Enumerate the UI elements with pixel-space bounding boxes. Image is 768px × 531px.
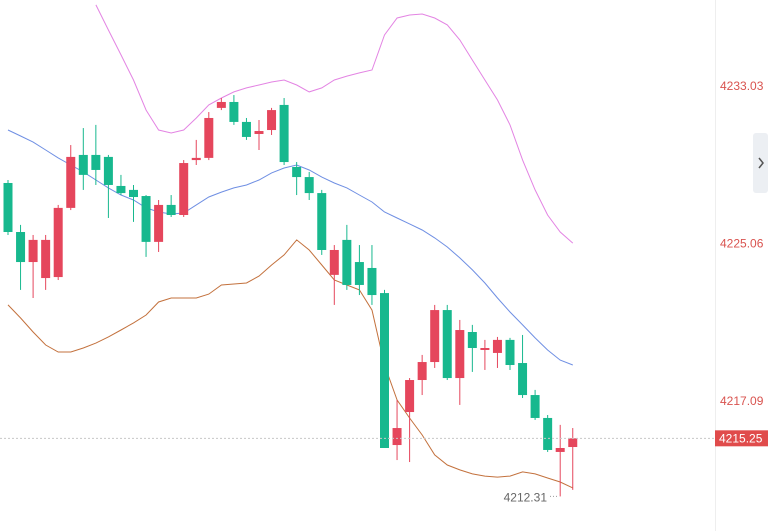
candle-body	[467, 331, 477, 349]
candle-body	[216, 101, 226, 108]
candle-body	[568, 438, 578, 448]
y-tick-label: 4225.06	[720, 237, 764, 251]
candle-body	[78, 154, 88, 175]
candle-body	[267, 110, 277, 131]
band-line	[7, 129, 573, 366]
candle-body	[179, 163, 189, 216]
candle-body	[166, 204, 176, 216]
candle-body	[442, 310, 452, 379]
side-tab-arrow[interactable]	[758, 157, 764, 169]
candle-body	[417, 362, 427, 381]
candle-body	[405, 380, 415, 413]
candle-body	[480, 348, 490, 350]
candle-body	[204, 117, 214, 158]
y-tick-label: 4217.09	[720, 394, 764, 408]
candle-body	[380, 293, 389, 449]
current-price-tag	[715, 430, 768, 447]
candle-body	[367, 267, 377, 296]
candle-body	[154, 204, 164, 242]
candle-body	[492, 339, 502, 353]
candle-body	[241, 121, 251, 137]
band-line	[95, 4, 574, 244]
candle-body	[103, 156, 113, 185]
candle-body	[91, 154, 101, 170]
candle-body	[279, 104, 289, 163]
candle-body	[129, 189, 138, 198]
candle-body	[191, 157, 201, 161]
candle-body	[430, 310, 440, 363]
candle-body	[518, 363, 528, 396]
candle-body	[304, 177, 314, 194]
candle-body	[66, 156, 76, 208]
candle-body	[342, 239, 352, 285]
candle-body	[28, 239, 38, 263]
candle-body	[16, 232, 26, 263]
low-marker-label: 4212.31	[504, 491, 548, 505]
candle-body	[392, 428, 402, 446]
candle-body	[141, 196, 151, 242]
candle-body	[455, 330, 465, 379]
candle-body	[354, 262, 364, 285]
side-tab[interactable]	[753, 133, 768, 193]
candle-body	[3, 182, 13, 233]
candle-body	[317, 193, 327, 250]
candle-body	[543, 417, 553, 450]
candle-body	[254, 131, 264, 134]
current-price-label: 4215.25	[719, 431, 763, 445]
candle-body	[292, 166, 302, 178]
candle-body	[41, 239, 51, 279]
candle-body	[530, 395, 540, 418]
band-line	[7, 239, 574, 489]
candle-body	[116, 185, 126, 194]
candle-body	[329, 249, 339, 275]
candle-body	[505, 339, 515, 366]
candle-body	[229, 101, 239, 122]
candle-body	[555, 448, 565, 452]
plot-area	[3, 4, 578, 497]
y-tick-label: 4233.03	[720, 79, 764, 93]
candle-body	[53, 207, 63, 278]
